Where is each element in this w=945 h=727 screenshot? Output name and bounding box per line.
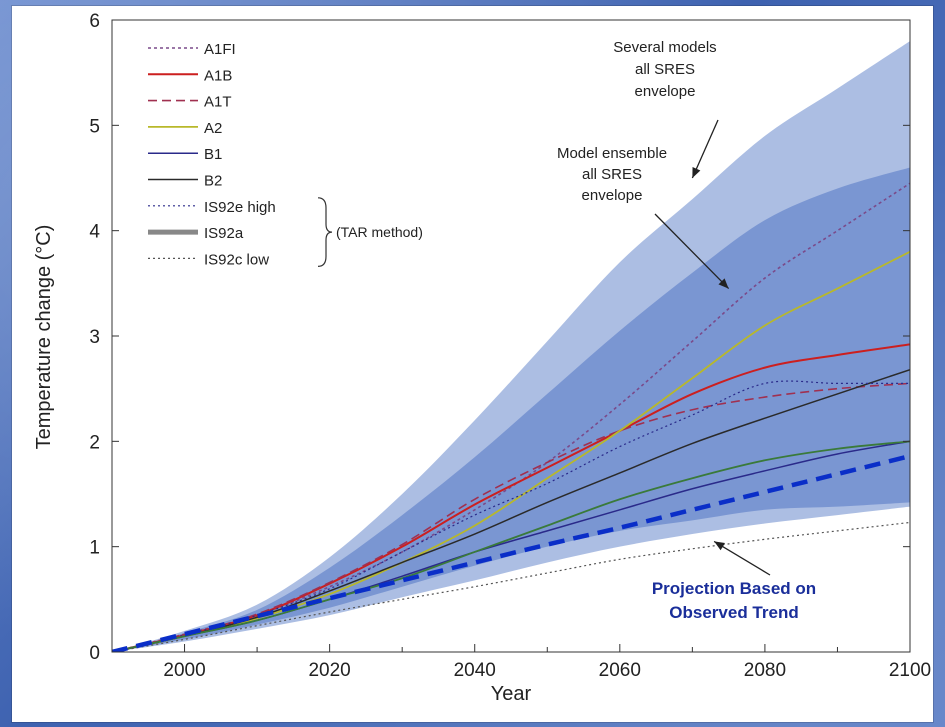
annotation-text: envelope [582, 187, 643, 204]
x-tick-label: 2020 [308, 660, 350, 681]
x-tick-label: 2040 [454, 660, 496, 681]
series-layer [112, 182, 910, 652]
annotation-arrow [691, 119, 719, 179]
annotation-text: Several models [613, 39, 716, 56]
legend-label: IS92a [204, 225, 244, 242]
legend: A1FI A1B A1T A2 B1 B2 IS92e high IS92a IS92c low… [148, 41, 423, 268]
annotation-text: Observed Trend [669, 603, 798, 622]
y-tick-label: 0 [89, 643, 100, 664]
legend-label: B1 [204, 146, 222, 163]
annotation-text: all SRES [635, 61, 695, 78]
y-tick-label: 4 [89, 222, 100, 243]
annotation-arrowhead [714, 541, 726, 551]
x-tick-label: 2000 [163, 660, 205, 681]
envelope-2 [112, 167, 910, 652]
annotation-text: all SRES [582, 166, 642, 183]
legend-label: A1T [204, 94, 232, 111]
y-tick-label: 6 [89, 11, 100, 32]
series-line-8 [112, 440, 910, 652]
annotations-layer: Several models all SRES envelope Model ense… [557, 39, 816, 622]
legend-label: A1B [204, 67, 232, 84]
series-line-6 [112, 368, 910, 652]
legend-label: A1FI [204, 41, 236, 58]
series-line-7 [112, 380, 910, 652]
x-tick-label: 2100 [889, 660, 931, 681]
envelopes-layer [112, 41, 910, 652]
series-line-2 [112, 343, 910, 652]
legend-label: B2 [204, 173, 222, 190]
legend-bracket [317, 197, 333, 267]
annotation-arrow [713, 540, 771, 576]
y-tick-label: 5 [89, 116, 100, 137]
legend-label: A2 [204, 120, 222, 137]
annotation-arrowhead [718, 278, 729, 289]
series-line-3 [112, 382, 910, 652]
legend-label: IS92e high [204, 199, 276, 216]
axes-layer: 0 1 2 3 4 5 6 2000 2020 2040 2060 2080 2100 [89, 11, 931, 681]
x-axis-label: Year [491, 683, 532, 705]
legend-label: IS92c low [204, 251, 269, 268]
annotation-text: Model ensemble [557, 145, 667, 162]
y-axis-label: Temperature change (°C) [33, 225, 55, 450]
y-tick-label: 2 [89, 432, 100, 453]
y-tick-label: 1 [89, 538, 100, 559]
series-line-10 [112, 453, 910, 652]
annotation-text: envelope [635, 83, 696, 100]
annotation-arrow [654, 213, 730, 290]
annotation-text: Projection Based on [652, 579, 816, 598]
legend-bracket-label: (TAR method) [336, 224, 423, 240]
x-tick-label: 2080 [744, 660, 786, 681]
y-tick-label: 3 [89, 327, 100, 348]
series-line-9 [112, 521, 910, 652]
x-tick-label: 2060 [599, 660, 641, 681]
annotation-arrowhead [692, 167, 701, 178]
